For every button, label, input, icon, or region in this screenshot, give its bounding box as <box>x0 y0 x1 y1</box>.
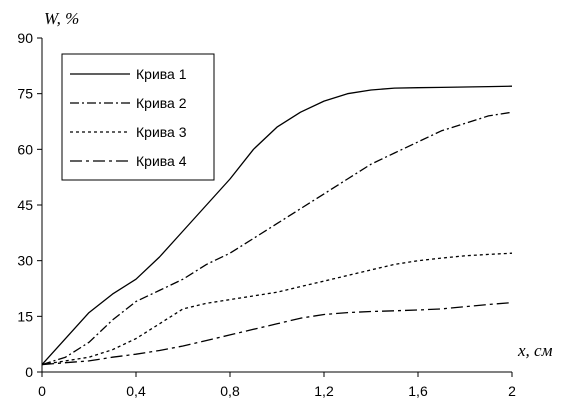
y-tick-label: 30 <box>17 253 33 269</box>
x-tick-label: 0 <box>38 383 46 399</box>
y-tick-label: 90 <box>17 30 33 46</box>
legend: Крива 1 Крива 2 Крива 3 Крива 4 <box>61 53 215 181</box>
legend-label-3: Крива 3 <box>136 124 187 140</box>
tick-marks <box>37 37 513 377</box>
x-tick-label: 2 <box>508 383 516 399</box>
y-tick-label: 15 <box>17 308 33 324</box>
x-tick-label: 1,6 <box>408 383 428 399</box>
series-line-2 <box>41 111 513 366</box>
legend-label-2: Крива 2 <box>136 95 187 111</box>
y-tick-label: 75 <box>17 86 33 102</box>
series-line-3 <box>41 252 513 366</box>
x-tick-label: 0,4 <box>126 383 146 399</box>
y-tick-label: 60 <box>17 141 33 157</box>
y-tick-label: 0 <box>25 364 33 380</box>
series-line-4 <box>41 301 513 366</box>
y-axis-title: W, % <box>44 9 79 28</box>
tick-labels: 0 15 30 45 60 75 90 0 0,4 0,8 1,2 1,6 2 <box>17 30 516 399</box>
series-lines <box>41 85 513 366</box>
legend-box <box>61 53 215 181</box>
x-tick-label: 1,2 <box>314 383 334 399</box>
x-tick-label: 0,8 <box>220 383 240 399</box>
x-axis-title: x, см <box>517 341 553 360</box>
legend-label-1: Крива 1 <box>136 66 187 82</box>
y-tick-label: 45 <box>17 197 33 213</box>
legend-label-4: Крива 4 <box>136 153 187 169</box>
series-line-1 <box>41 85 513 366</box>
